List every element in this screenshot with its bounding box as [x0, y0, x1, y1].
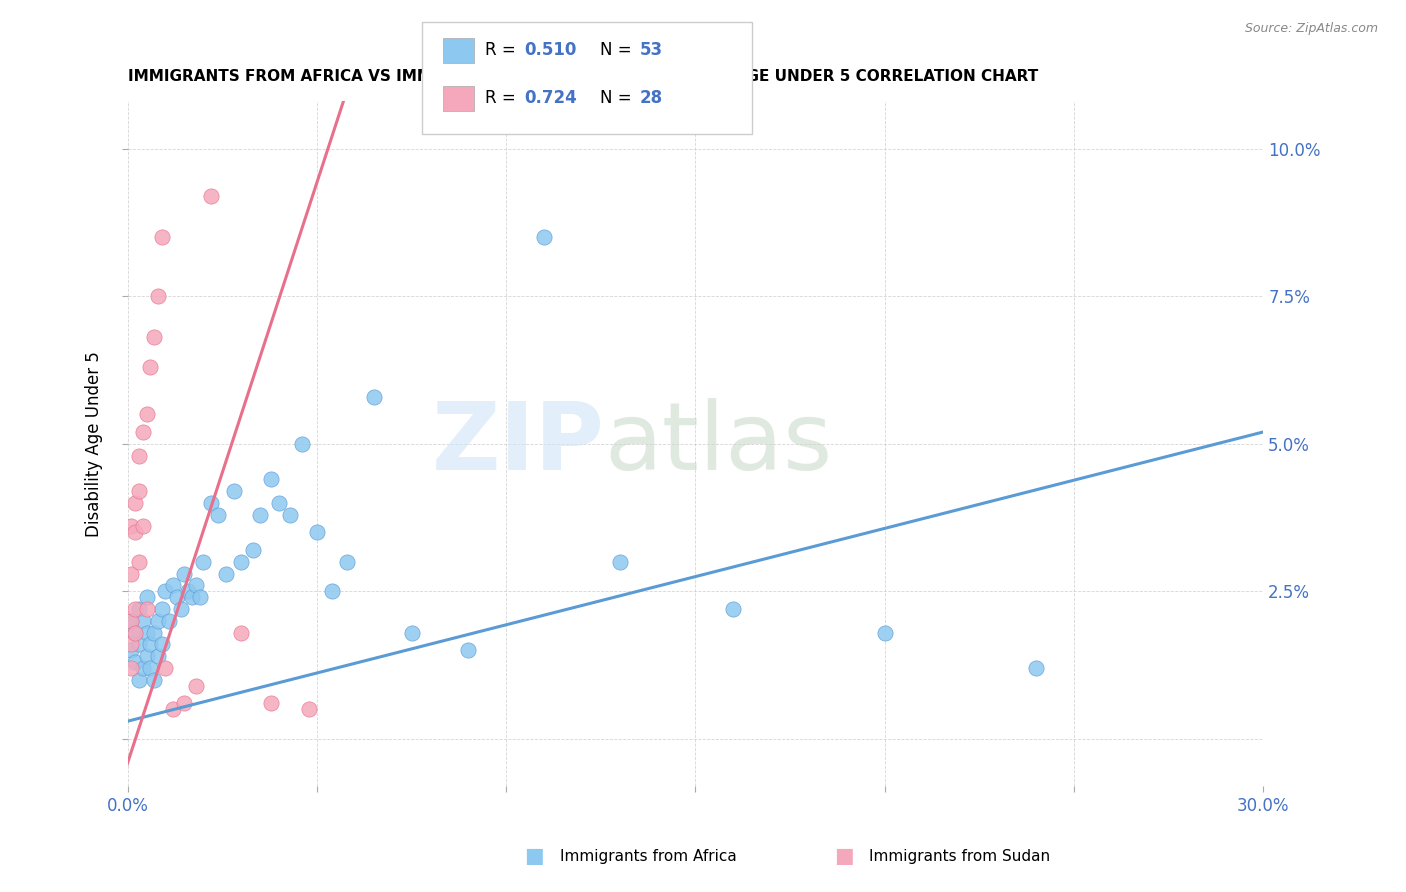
- Point: [166, 591, 188, 605]
- Text: ■: ■: [524, 847, 544, 866]
- Text: N =: N =: [600, 89, 637, 107]
- Point: [222, 483, 245, 498]
- Point: [132, 519, 155, 533]
- Text: Immigrants from Africa: Immigrants from Africa: [560, 849, 737, 863]
- Point: [120, 566, 142, 581]
- Point: [231, 625, 253, 640]
- Point: [132, 661, 155, 675]
- Point: [120, 661, 142, 675]
- Point: [120, 519, 142, 533]
- Text: atlas: atlas: [605, 398, 832, 490]
- Point: [177, 584, 200, 599]
- Point: [173, 566, 195, 581]
- Point: [155, 661, 177, 675]
- Point: [533, 230, 555, 244]
- Point: [298, 702, 321, 716]
- Text: Immigrants from Sudan: Immigrants from Sudan: [869, 849, 1050, 863]
- Point: [132, 425, 155, 439]
- Point: [132, 614, 155, 628]
- Point: [184, 578, 207, 592]
- Point: [120, 637, 142, 651]
- Point: [120, 643, 142, 657]
- Point: [128, 555, 150, 569]
- Point: [873, 625, 896, 640]
- Point: [124, 602, 146, 616]
- Point: [363, 390, 385, 404]
- Point: [143, 625, 166, 640]
- Y-axis label: Disability Age Under 5: Disability Age Under 5: [86, 351, 103, 537]
- Point: [162, 702, 184, 716]
- Text: IMMIGRANTS FROM AFRICA VS IMMIGRANTS FROM SUDAN DISABILITY AGE UNDER 5 CORRELATI: IMMIGRANTS FROM AFRICA VS IMMIGRANTS FRO…: [128, 69, 1038, 84]
- Point: [609, 555, 631, 569]
- Point: [162, 578, 184, 592]
- Text: 0.724: 0.724: [524, 89, 578, 107]
- Point: [207, 508, 229, 522]
- Point: [280, 508, 302, 522]
- Text: 53: 53: [640, 41, 662, 59]
- Text: Source: ZipAtlas.com: Source: ZipAtlas.com: [1244, 22, 1378, 36]
- Point: [336, 555, 359, 569]
- Point: [128, 483, 150, 498]
- Point: [155, 584, 177, 599]
- Point: [242, 543, 264, 558]
- Point: [157, 614, 180, 628]
- Point: [184, 679, 207, 693]
- Text: R =: R =: [485, 89, 522, 107]
- Point: [139, 661, 162, 675]
- Point: [124, 625, 146, 640]
- Point: [120, 614, 142, 628]
- Point: [231, 555, 253, 569]
- Point: [124, 655, 146, 669]
- Text: R =: R =: [485, 41, 522, 59]
- Point: [135, 407, 157, 421]
- Point: [215, 566, 238, 581]
- Point: [260, 697, 283, 711]
- Point: [135, 625, 157, 640]
- Point: [291, 436, 314, 450]
- Point: [150, 637, 173, 651]
- Point: [200, 189, 222, 203]
- Point: [401, 625, 423, 640]
- Point: [305, 525, 328, 540]
- Point: [124, 496, 146, 510]
- Point: [321, 584, 343, 599]
- Point: [146, 289, 169, 303]
- Point: [173, 697, 195, 711]
- Point: [139, 637, 162, 651]
- Point: [139, 359, 162, 374]
- Text: 0.510: 0.510: [524, 41, 576, 59]
- Point: [135, 591, 157, 605]
- Point: [457, 643, 479, 657]
- Point: [135, 649, 157, 664]
- Text: N =: N =: [600, 41, 637, 59]
- Point: [124, 625, 146, 640]
- Point: [200, 496, 222, 510]
- Point: [128, 602, 150, 616]
- Point: [143, 673, 166, 687]
- Text: ZIP: ZIP: [432, 398, 605, 490]
- Point: [143, 330, 166, 344]
- Point: [249, 508, 271, 522]
- Point: [267, 496, 290, 510]
- Point: [193, 555, 215, 569]
- Text: 28: 28: [640, 89, 662, 107]
- Point: [188, 591, 211, 605]
- Point: [146, 649, 169, 664]
- Point: [146, 614, 169, 628]
- Point: [169, 602, 191, 616]
- Point: [128, 673, 150, 687]
- Point: [150, 602, 173, 616]
- Point: [723, 602, 745, 616]
- Point: [150, 230, 173, 244]
- Point: [120, 614, 142, 628]
- Point: [128, 449, 150, 463]
- Point: [135, 602, 157, 616]
- Point: [1025, 661, 1047, 675]
- Point: [128, 637, 150, 651]
- Text: ■: ■: [834, 847, 853, 866]
- Point: [181, 591, 204, 605]
- Point: [124, 525, 146, 540]
- Point: [260, 472, 283, 486]
